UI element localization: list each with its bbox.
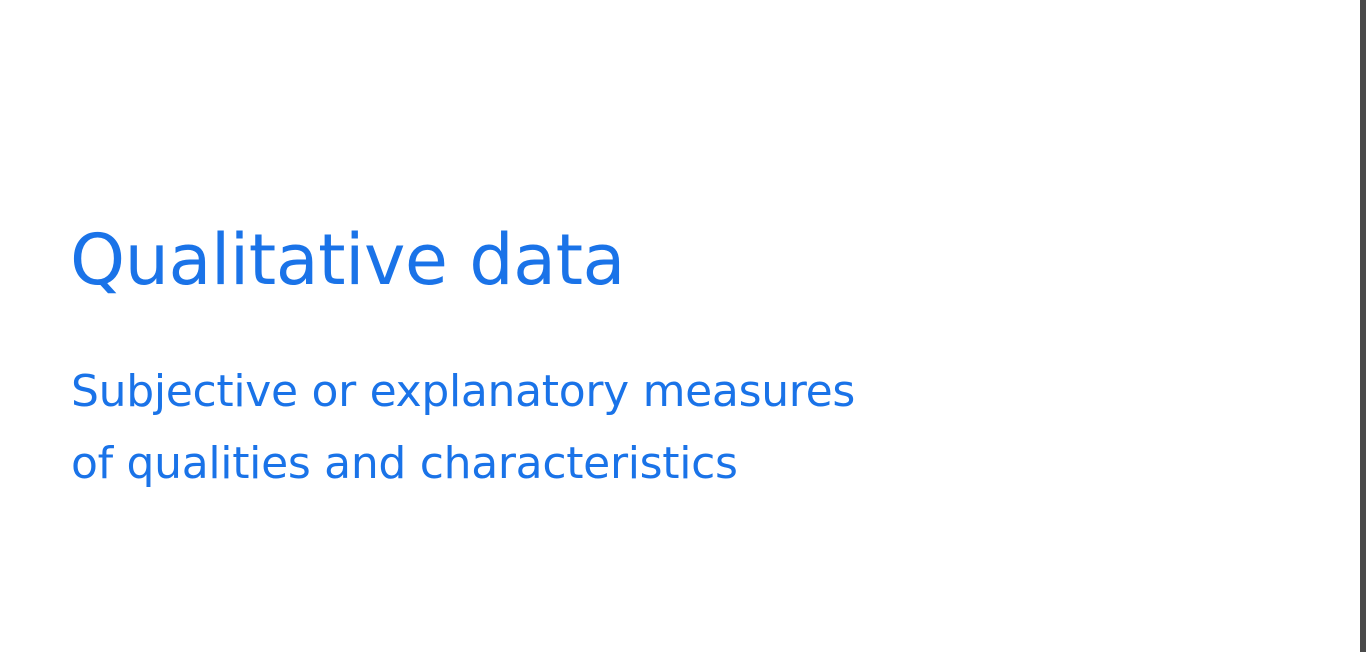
window-edge [1360,0,1366,652]
subtitle-line-2: of qualities and characteristics [71,438,738,489]
slide-title: Qualitative data [70,219,625,301]
subtitle-line-1: Subjective or explanatory measures [71,366,856,417]
slide-subtitle: Subjective or explanatory measures of qu… [71,356,855,500]
